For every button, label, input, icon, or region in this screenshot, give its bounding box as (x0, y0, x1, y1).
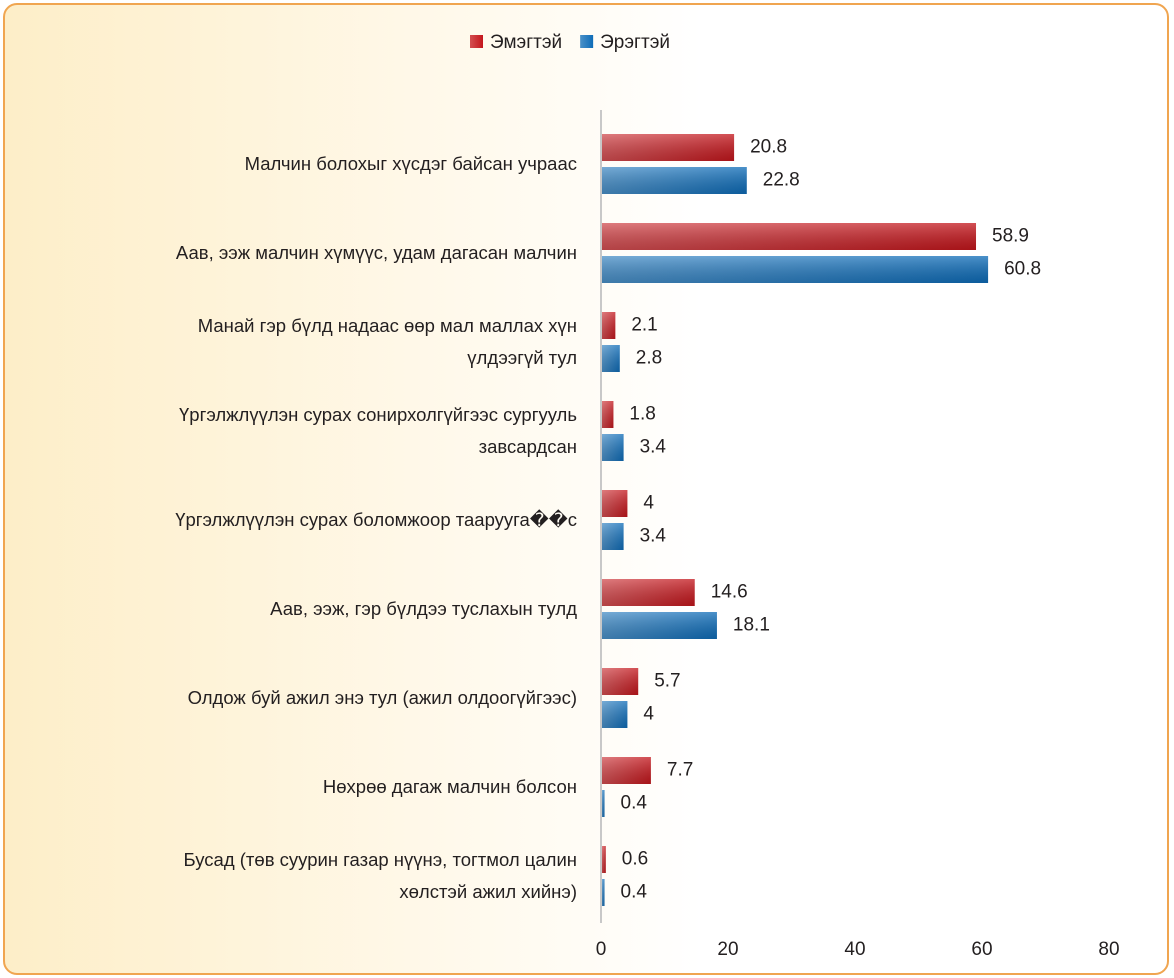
x-tick-label: 60 (971, 939, 992, 960)
bar-shade (602, 579, 695, 606)
category-label: Малчин болохыг хүсдэг байсан учраас (244, 153, 577, 174)
value-label: 18.1 (733, 615, 770, 636)
bar-shade (602, 167, 747, 194)
value-label: 2.1 (631, 315, 657, 336)
x-tick-label: 20 (717, 939, 738, 960)
category-label: Олдож буй ажил энэ тул (ажил олдоогүйгээ… (187, 687, 577, 708)
bar-shade (602, 523, 624, 550)
chart: Эмэгтэй Эрэгтэй 0 20 40 60 80 20.8 22.8 58.9 60.8 2… (470, 32, 1120, 960)
legend-swatch (470, 35, 483, 48)
bar-shade (602, 668, 639, 695)
bar-shade (602, 312, 616, 339)
value-label: 20.8 (750, 137, 787, 158)
bar-shade (602, 223, 977, 250)
category-label: Үргэлжлүүлэн сурах боломжоор таарууга��с (175, 509, 577, 530)
x-tick-label: 80 (1098, 939, 1119, 960)
value-label: 58.9 (992, 226, 1029, 247)
value-label: 1.8 (629, 404, 655, 425)
legend-swatch (580, 35, 594, 48)
x-tick-label: 40 (844, 939, 865, 960)
value-label: 3.4 (640, 437, 667, 458)
value-label: 5.7 (654, 671, 680, 692)
bar-shade (602, 790, 605, 817)
x-tick-label: 0 (596, 939, 607, 960)
category-label: Бусад (төв суурин газар нүүнэ, тогтмол ц… (183, 849, 577, 902)
chart-frame: Эмэгтэй Эрэгтэй 0 20 40 60 80 20.8 22.8 58.9 60.8 2… (3, 3, 1169, 975)
category-label: Аав, ээж малчин хүмүүс, удам дагасан мал… (175, 242, 577, 263)
bar-shade (602, 345, 620, 372)
bar-shade (602, 134, 735, 161)
bar-shade (602, 434, 624, 461)
category-label: Нөхрөө дагаж малчин болсон (322, 776, 577, 797)
value-label: 4 (643, 704, 654, 725)
bar-shade (602, 612, 717, 639)
value-label: 3.4 (640, 526, 667, 547)
bar-shade (602, 256, 989, 283)
value-label: 22.8 (763, 170, 800, 191)
value-label: 0.4 (621, 882, 648, 903)
legend-label: Эмэгтэй (490, 32, 562, 53)
legend-label: Эрэгтэй (600, 32, 670, 53)
bar-shade (602, 757, 651, 784)
bar-shade (602, 846, 606, 873)
bar-shade (602, 401, 614, 428)
value-label: 7.7 (667, 760, 693, 781)
value-label: 14.6 (711, 582, 748, 603)
bar-shade (602, 701, 628, 728)
value-label: 4 (643, 493, 654, 514)
value-label: 2.8 (636, 348, 662, 369)
value-label: 0.4 (621, 793, 648, 814)
bar-shade (602, 490, 628, 517)
bar-shade (602, 879, 605, 906)
category-label: Аав, ээж, гэр бүлдээ туслахын тулд (270, 598, 577, 619)
category-label: Манай гэр бүлд надаас өөр мал маллах хүн… (197, 315, 577, 368)
value-label: 60.8 (1004, 259, 1041, 280)
value-label: 0.6 (622, 849, 648, 870)
category-label: Үргэлжлүүлэн сурах сонирхолгүйгээс сургу… (179, 404, 577, 457)
